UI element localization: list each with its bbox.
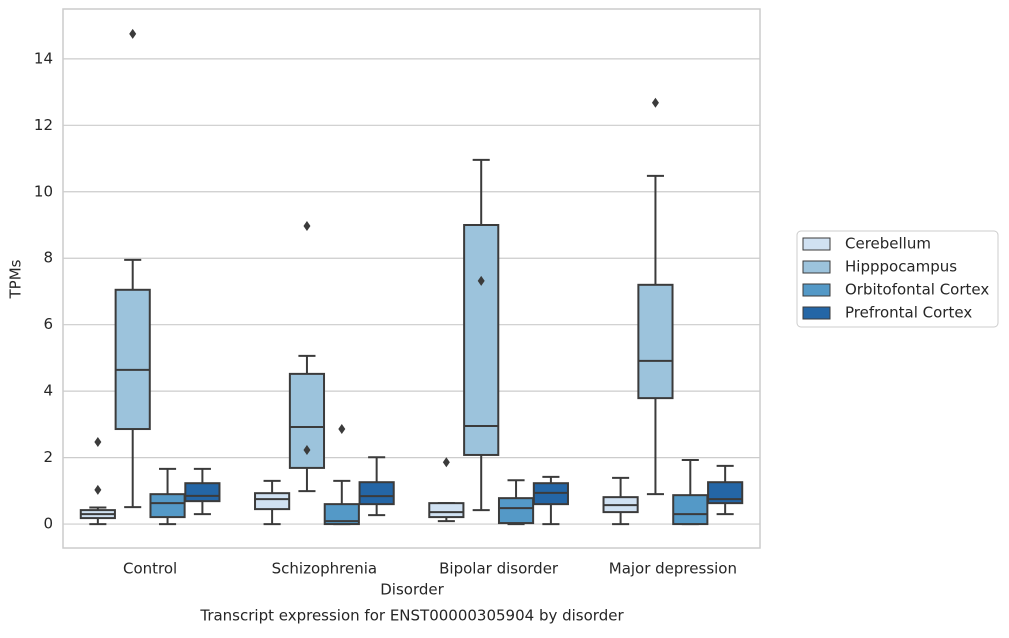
outlier: [303, 444, 311, 455]
x-tick-label: Bipolar disorder: [439, 560, 559, 578]
outlier: [94, 436, 102, 447]
x-tick-label: Schizophrenia: [272, 560, 377, 578]
legend-label: Cerebellum: [845, 235, 931, 253]
box: [463, 223, 500, 456]
y-tick-label: 6: [43, 315, 53, 333]
box: [184, 482, 221, 503]
y-tick-label: 14: [34, 49, 53, 67]
box: [672, 494, 709, 526]
legend-label: Prefrontal Cortex: [845, 304, 972, 322]
outlier: [94, 484, 102, 495]
box: [707, 481, 744, 505]
outlier: [651, 97, 659, 108]
outlier: [129, 28, 137, 39]
y-axis-label: TPMs: [7, 259, 25, 299]
legend-swatch: [802, 283, 831, 297]
plot-frame: [62, 8, 761, 549]
legend-label: Hipppocampus: [845, 258, 957, 276]
box: [428, 502, 465, 519]
legend-swatch: [802, 306, 831, 320]
x-tick-label: Major depression: [609, 560, 737, 578]
box: [358, 481, 395, 506]
caption: Transcript expression for ENST0000030590…: [199, 607, 624, 625]
x-axis-label: Disorder: [380, 581, 444, 599]
box: [254, 492, 291, 511]
outlier: [442, 457, 450, 468]
legend-swatch: [802, 237, 831, 251]
legend-label: Orbitofontal Cortex: [845, 281, 989, 299]
y-tick-label: 8: [43, 249, 53, 267]
box: [149, 493, 186, 519]
y-tick-label: 12: [34, 116, 53, 134]
legend-box: [796, 230, 999, 328]
y-tick-label: 4: [43, 382, 53, 400]
legend-swatch: [802, 260, 831, 274]
box: [637, 283, 674, 400]
outlier: [338, 424, 346, 435]
y-tick-label: 2: [43, 448, 53, 466]
y-tick-label: 10: [34, 182, 53, 200]
x-tick-label: Control: [123, 560, 177, 578]
box: [497, 497, 535, 525]
box: [114, 288, 151, 431]
box: [323, 503, 360, 526]
outlier: [477, 275, 485, 286]
y-tick-label: 0: [43, 515, 53, 533]
outlier: [303, 220, 311, 231]
